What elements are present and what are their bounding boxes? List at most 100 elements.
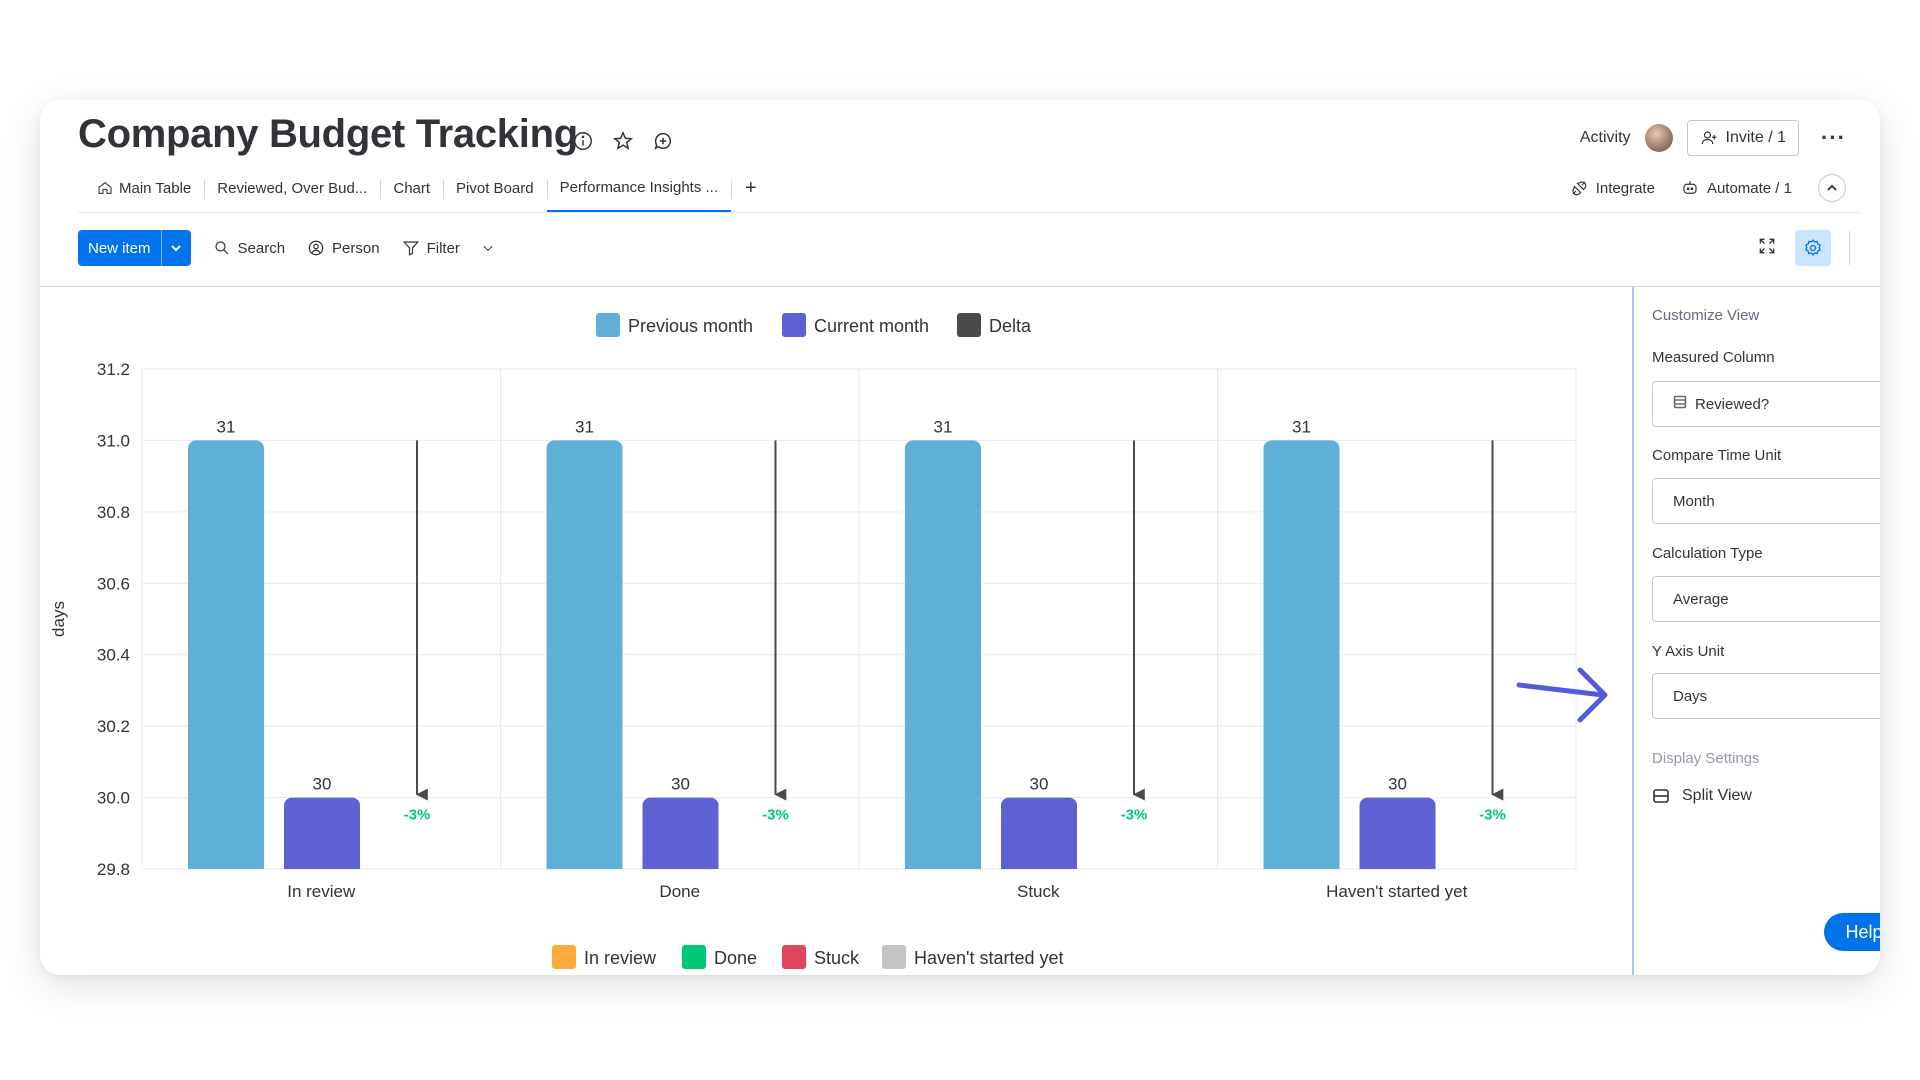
more-options-icon[interactable]: ···	[1821, 125, 1846, 150]
y-axis-unit-label: Y Axis Unit	[1652, 643, 1725, 660]
y-axis-label: days	[49, 601, 68, 637]
invite-button[interactable]: Invite / 1	[1686, 120, 1800, 156]
person-label: Person	[332, 239, 380, 257]
split-view-toggle[interactable]: Split View	[1652, 787, 1752, 805]
y-axis-unit-select[interactable]: Days	[1652, 673, 1880, 719]
toolbar-right	[1757, 230, 1850, 266]
chart-area: 31.2 31.0 30.8 30.6 30.4 30.2 30.0 29.8 days 31 30…	[40, 287, 1632, 975]
legend-label: Done	[714, 948, 757, 968]
legend-label: Delta	[989, 316, 1032, 336]
bar-current-base	[1359, 859, 1436, 869]
y-tick-label: 30.8	[97, 503, 130, 522]
data-label-current: 30	[671, 775, 690, 794]
tab-label: Pivot Board	[456, 179, 534, 197]
bar-previous-base	[905, 859, 981, 869]
y-tick-label: 30.0	[97, 789, 130, 808]
chat-icon[interactable]	[650, 128, 676, 154]
integrate-button[interactable]: Integrate	[1570, 179, 1655, 197]
bar-previous-month	[1263, 440, 1340, 869]
chevron-down-icon[interactable]	[481, 241, 495, 255]
gear-icon	[1805, 239, 1821, 256]
data-label-previous: 31	[934, 417, 953, 436]
y-axis-unit-value: Days	[1673, 687, 1708, 705]
legend-label: Haven't started yet	[914, 948, 1064, 968]
legend-swatch	[882, 945, 906, 969]
chevron-down-icon	[171, 245, 181, 252]
automate-button[interactable]: Automate / 1	[1681, 179, 1792, 197]
y-tick-label: 31.0	[97, 431, 130, 450]
person-icon	[308, 240, 324, 256]
delta-label: -3%	[1121, 807, 1148, 824]
measured-column-label: Measured Column	[1652, 349, 1775, 366]
bar-current-month	[1001, 797, 1077, 869]
bar-previous-base	[546, 859, 623, 869]
x-tick-label: Done	[659, 882, 700, 901]
activity-link[interactable]: Activity	[1579, 129, 1631, 146]
panel-title: Customize View	[1652, 307, 1760, 324]
x-tick-label: Haven't started yet	[1326, 882, 1467, 901]
search-button[interactable]: Search	[213, 239, 286, 257]
compare-time-unit-select[interactable]: Month	[1652, 478, 1880, 524]
tab-main-table[interactable]: Main Table	[84, 164, 204, 212]
toolbar-divider	[40, 286, 1880, 287]
tab-pivot-board[interactable]: Pivot Board	[443, 164, 547, 212]
tab-chart[interactable]: Chart	[380, 164, 443, 212]
measured-column-value: Reviewed?	[1695, 395, 1770, 413]
bar-current-base	[642, 859, 719, 869]
tab-label: Main Table	[119, 179, 192, 197]
avatar[interactable]	[1644, 124, 1673, 152]
tab-performance-insights[interactable]: Performance Insights ...	[546, 164, 731, 212]
bar-previous-base	[188, 859, 264, 869]
title-icons	[570, 128, 676, 154]
tab-reviewed-over-budget[interactable]: Reviewed, Over Bud...	[204, 164, 380, 212]
bar-previous-month	[546, 440, 623, 869]
invite-label: Invite / 1	[1725, 129, 1787, 146]
legend-swatch	[682, 945, 706, 969]
bar-current-month	[642, 797, 719, 869]
delta-label: -3%	[404, 807, 431, 824]
legend-label: In review	[584, 948, 657, 968]
calculation-type-select[interactable]: Average	[1652, 576, 1880, 622]
legend-swatch	[552, 945, 576, 969]
tab-label: Chart	[393, 179, 431, 197]
data-label-previous: 31	[217, 417, 236, 436]
person-filter-button[interactable]: Person	[307, 239, 380, 257]
bar-current-month	[1359, 797, 1436, 869]
page-title: Company Budget Tracking	[78, 112, 578, 156]
legend-label: Stuck	[814, 948, 860, 968]
info-icon[interactable]	[570, 128, 596, 154]
new-item-button[interactable]: New item	[78, 230, 191, 266]
annotation-arrow	[1516, 667, 1608, 723]
tabs-right-actions: Integrate Automate / 1	[1570, 164, 1846, 212]
new-item-dropdown[interactable]	[160, 230, 191, 266]
filter-button[interactable]: Filter	[402, 239, 495, 257]
delta-label: -3%	[1479, 807, 1506, 824]
tab-label: Performance Insights ...	[559, 178, 718, 196]
toolbar-separator	[1849, 231, 1850, 265]
home-icon	[98, 181, 112, 194]
add-view-button[interactable]: +	[731, 177, 771, 200]
chevron-up-icon	[1827, 184, 1837, 191]
data-label-previous: 31	[575, 417, 594, 436]
bar-current-base	[284, 859, 360, 869]
bar-previous-month	[905, 440, 981, 869]
y-tick-label: 30.2	[97, 717, 130, 736]
robot-icon	[1683, 181, 1697, 194]
board-toolbar: New item Search Person Filter	[78, 230, 495, 266]
compare-time-unit-label: Compare Time Unit	[1652, 447, 1782, 464]
data-label-current: 30	[1030, 775, 1049, 794]
star-icon[interactable]	[610, 128, 636, 154]
settings-button[interactable]	[1795, 230, 1831, 266]
search-icon	[214, 241, 228, 255]
new-item-label[interactable]: New item	[88, 239, 151, 257]
help-button[interactable]: Help	[1824, 913, 1880, 951]
measured-column-select[interactable]: Reviewed?	[1652, 381, 1880, 427]
collapse-header-button[interactable]	[1818, 174, 1846, 202]
legend-swatch	[782, 945, 806, 969]
header-actions: Activity Invite / 1 ···	[1580, 120, 1846, 156]
search-label: Search	[237, 239, 286, 257]
fullscreen-icon[interactable]	[1757, 236, 1777, 261]
comparison-bar-chart: 31.2 31.0 30.8 30.6 30.4 30.2 30.0 29.8 days 31 30…	[49, 313, 1577, 969]
customize-view-panel: Customize View Measured Column Reviewed?…	[1632, 287, 1880, 975]
view-tabs: Main Table Reviewed, Over Bud... Chart P…	[84, 164, 771, 212]
